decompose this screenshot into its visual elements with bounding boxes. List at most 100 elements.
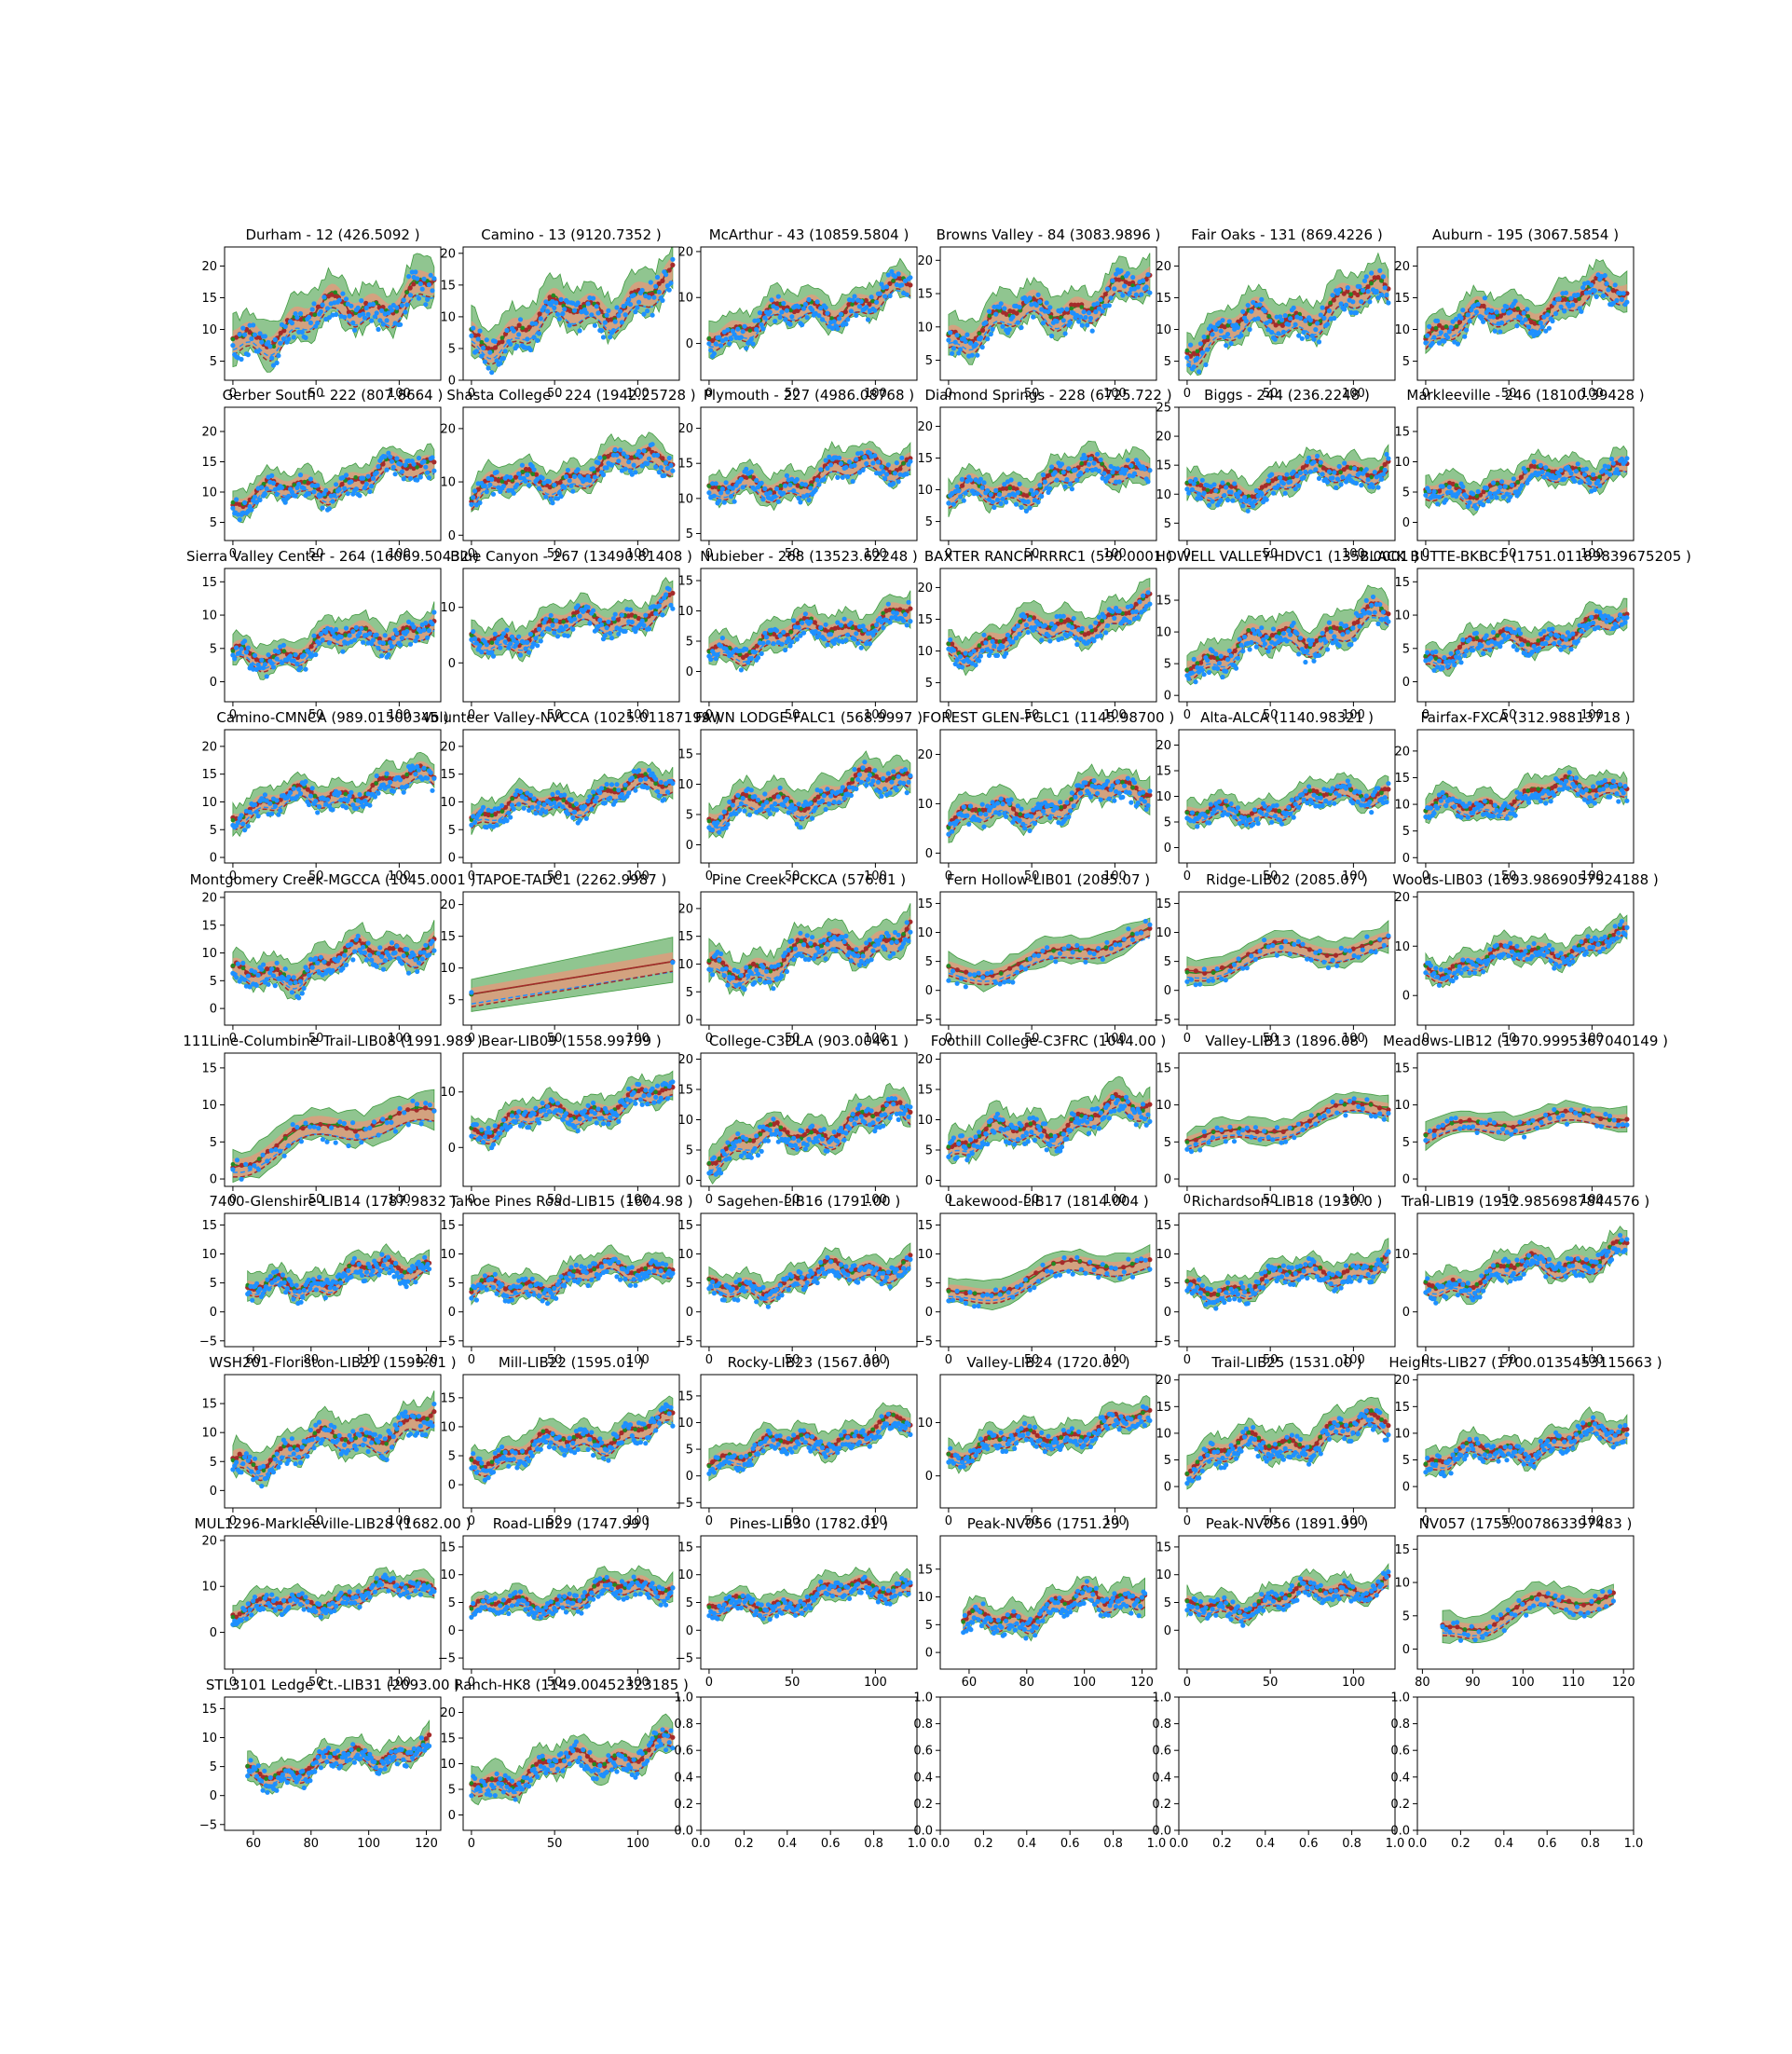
observed-point bbox=[289, 796, 294, 801]
observed-point bbox=[1575, 292, 1580, 297]
observed-point bbox=[806, 498, 812, 503]
observed-point bbox=[1278, 475, 1283, 481]
model-a-point bbox=[489, 813, 495, 818]
y-tick-label: 0 bbox=[1402, 676, 1410, 690]
observed-point bbox=[249, 335, 254, 342]
observed-point bbox=[894, 460, 899, 466]
subplot-title: Shasta College - 224 (1942.25728 ) bbox=[446, 387, 695, 404]
observed-point bbox=[243, 650, 249, 655]
observed-point bbox=[336, 297, 342, 303]
observed-point bbox=[552, 630, 557, 636]
observed-point bbox=[621, 451, 626, 457]
model-a-point bbox=[1069, 797, 1074, 801]
observed-point bbox=[1457, 488, 1462, 494]
x-tick-label: 0 bbox=[229, 547, 237, 561]
model-b-dashed bbox=[232, 628, 435, 673]
observed-point bbox=[951, 648, 956, 653]
observed-point bbox=[398, 322, 404, 327]
y-tick-label: 15 bbox=[1156, 765, 1171, 779]
observed-point bbox=[1299, 791, 1305, 798]
observed-point bbox=[1118, 268, 1124, 274]
observed-point bbox=[838, 623, 844, 628]
observed-point bbox=[1270, 490, 1277, 496]
observed-point bbox=[1455, 341, 1460, 347]
observed-point bbox=[267, 344, 273, 349]
observed-point bbox=[394, 305, 400, 310]
observed-point bbox=[316, 640, 322, 646]
x-tick-label: 0 bbox=[468, 547, 475, 561]
observed-point bbox=[1498, 485, 1503, 490]
observed-point bbox=[636, 448, 642, 454]
observed-point bbox=[513, 792, 518, 798]
observed-point bbox=[1448, 324, 1454, 330]
observed-point bbox=[554, 311, 561, 317]
observed-point bbox=[1465, 312, 1471, 318]
observed-point bbox=[1301, 797, 1306, 802]
observed-point bbox=[472, 819, 478, 826]
observed-point bbox=[560, 311, 566, 317]
observed-point bbox=[374, 310, 379, 316]
observed-point bbox=[1318, 795, 1323, 801]
observed-point bbox=[425, 635, 431, 640]
observed-point bbox=[1213, 651, 1219, 657]
subplot-title: Camino-CMNCA (989.01500345 ) bbox=[216, 709, 448, 726]
observed-point bbox=[494, 358, 499, 363]
observed-point bbox=[1120, 293, 1126, 298]
observed-point bbox=[1307, 641, 1313, 647]
observed-point bbox=[1286, 804, 1292, 811]
subplot-title: HOWELL VALLEY-HDVC1 (1352.0001 ) bbox=[1156, 548, 1419, 565]
observed-point bbox=[1423, 340, 1429, 346]
observed-point bbox=[727, 341, 732, 347]
model-b-point bbox=[1624, 291, 1630, 296]
subplot-title: Camino - 13 (9120.7352 ) bbox=[481, 226, 662, 243]
observed-point bbox=[1259, 296, 1265, 302]
observed-point bbox=[369, 641, 375, 647]
observed-point bbox=[636, 299, 642, 305]
x-tick-label: 100 bbox=[864, 547, 887, 561]
model-a-point bbox=[530, 472, 536, 477]
observed-point bbox=[885, 771, 891, 776]
observed-point bbox=[1313, 803, 1319, 809]
observed-point bbox=[376, 464, 381, 470]
observed-point bbox=[1348, 309, 1354, 315]
observed-point bbox=[1127, 790, 1132, 796]
observed-point bbox=[1481, 502, 1486, 508]
observed-point bbox=[986, 652, 992, 659]
model-a-point bbox=[230, 649, 236, 653]
observed-point bbox=[1361, 797, 1366, 802]
observed-point bbox=[1592, 486, 1597, 493]
observed-point bbox=[572, 809, 578, 815]
y-tick-label: 15 bbox=[917, 613, 933, 627]
observed-point bbox=[307, 491, 312, 497]
observed-point bbox=[1512, 630, 1518, 636]
observed-point bbox=[1343, 786, 1349, 791]
observed-point bbox=[1077, 314, 1084, 320]
observed-point bbox=[430, 455, 435, 460]
observed-point bbox=[511, 328, 516, 334]
observed-point bbox=[511, 490, 516, 496]
observed-point bbox=[823, 806, 828, 813]
model-a-point bbox=[1359, 467, 1363, 472]
observed-point bbox=[1027, 828, 1033, 834]
observed-point bbox=[1487, 647, 1493, 653]
observed-point bbox=[765, 807, 772, 814]
observed-point bbox=[570, 488, 576, 494]
observed-point bbox=[1450, 319, 1456, 324]
observed-point bbox=[885, 272, 891, 278]
observed-point bbox=[568, 483, 574, 488]
y-tick-label: 10 bbox=[1394, 456, 1410, 470]
x-tick-label: 50 bbox=[547, 547, 563, 561]
observed-point bbox=[990, 638, 995, 645]
model-b-point bbox=[1365, 472, 1371, 478]
observed-point bbox=[662, 472, 667, 478]
x-tick-label: 0 bbox=[705, 708, 713, 722]
observed-point bbox=[600, 335, 607, 340]
observed-point bbox=[725, 821, 731, 828]
observed-point bbox=[1147, 788, 1153, 794]
model-a-point bbox=[1184, 810, 1190, 815]
observed-point bbox=[1482, 295, 1487, 301]
observed-point bbox=[1193, 679, 1198, 685]
observed-point bbox=[239, 646, 244, 651]
